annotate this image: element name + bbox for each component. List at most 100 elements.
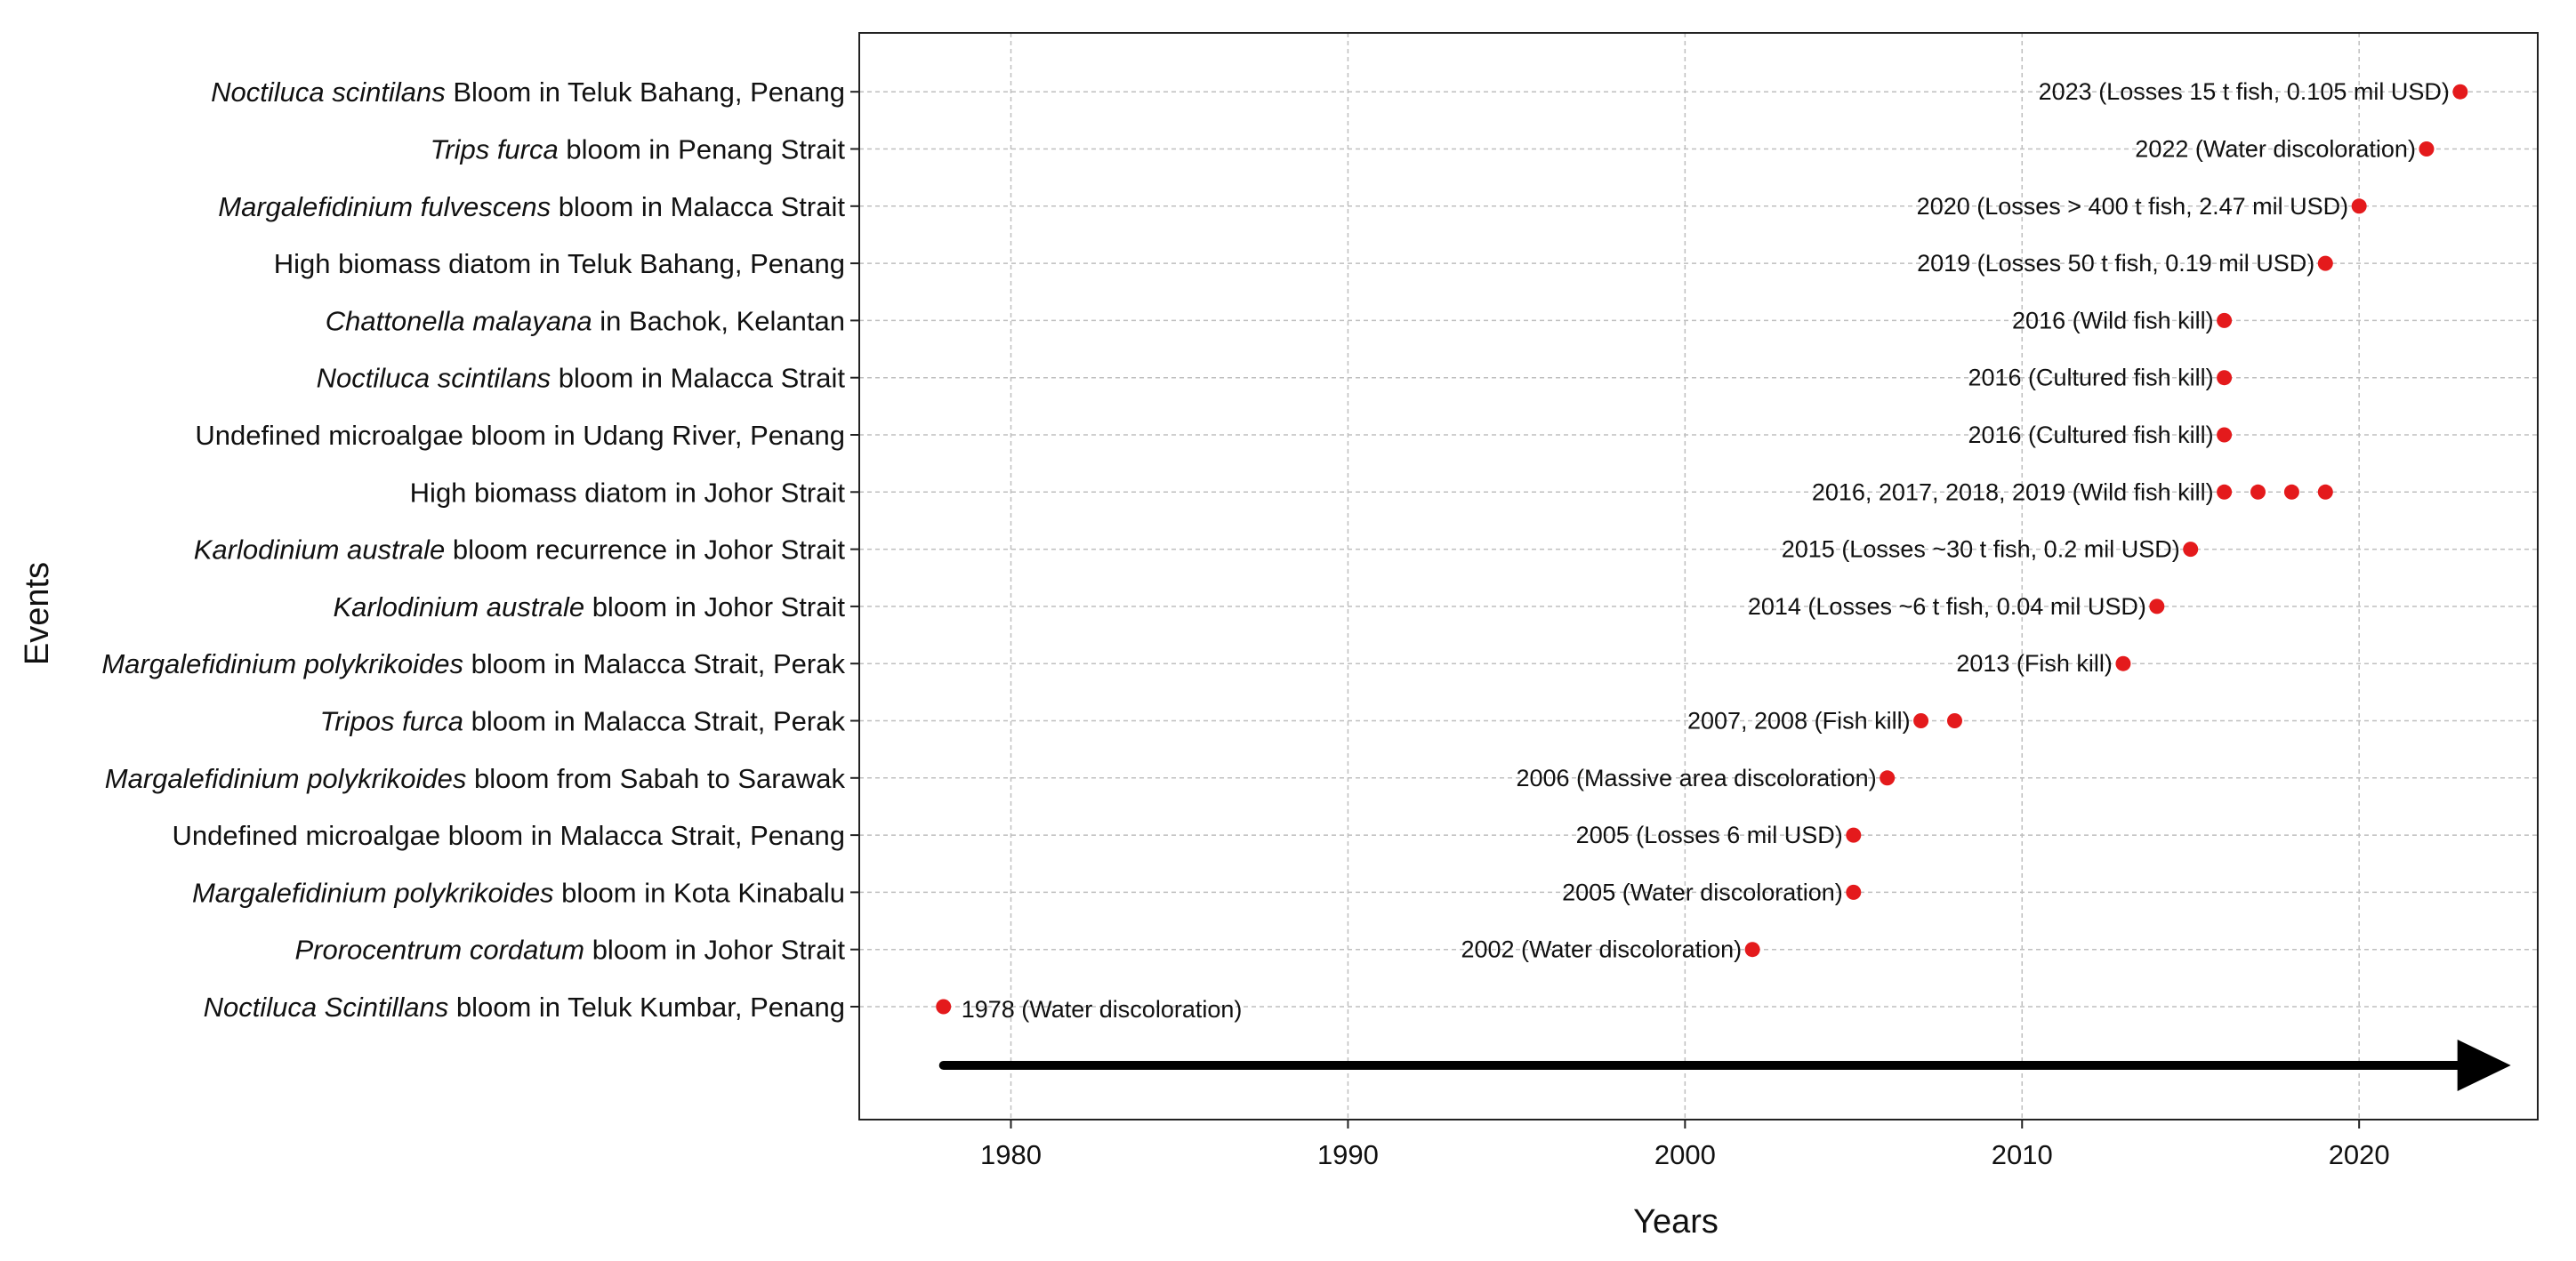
plot-frame — [858, 32, 2539, 1120]
event-point — [2183, 542, 2199, 558]
species-name: Trips furca — [431, 134, 559, 165]
point-label: 2022 (Water discoloration) — [2135, 136, 2416, 163]
event-point — [1946, 713, 1962, 728]
event-point — [2317, 484, 2333, 500]
point-label: 2016, 2017, 2018, 2019 (Wild fish kill) — [1812, 478, 2214, 505]
species-name: Noctiluca scintilans — [317, 363, 551, 394]
event-description: Bloom in Teluk Bahang, Penang — [446, 76, 845, 108]
event-description: bloom in Kota Kinabalu — [554, 877, 845, 908]
event-label: Margalefidinium polykrikoides bloom from… — [105, 763, 846, 794]
point-label: 2016 (Wild fish kill) — [2012, 307, 2214, 333]
event-point — [2115, 655, 2131, 671]
event-description: High biomass diatom in Johor Strait — [410, 477, 846, 508]
event-label: Chattonella malayana in Bachok, Kelantan — [326, 305, 845, 336]
species-name: Tripos furca — [320, 706, 463, 737]
event-description: in Bachok, Kelantan — [592, 305, 845, 336]
point-label: 2016 (Cultured fish kill) — [1968, 365, 2213, 391]
point-label: 2015 (Losses ~30 t fish, 0.2 mil USD) — [1782, 536, 2180, 563]
event-point — [1880, 770, 1896, 786]
event-label: High biomass diatom in Johor Strait — [410, 477, 846, 508]
event-point — [2283, 484, 2299, 500]
point-label: 2005 (Water discoloration) — [1562, 879, 1843, 905]
event-label: Noctiluca scintilans Bloom in Teluk Baha… — [211, 76, 845, 108]
species-name: Margalefidinium polykrikoides — [101, 648, 463, 679]
species-name: Karlodinium australe — [333, 591, 584, 622]
event-description: bloom from Sabah to Sarawak — [466, 763, 845, 794]
event-description: bloom in Malacca Strait — [551, 363, 845, 394]
event-point — [936, 999, 952, 1015]
event-label: Noctiluca scintilans bloom in Malacca St… — [317, 363, 846, 394]
event-label: Trips furca bloom in Penang Strait — [431, 134, 846, 165]
event-label: Margalefidinium fulvescens bloom in Mala… — [218, 191, 845, 222]
event-point — [1744, 942, 1760, 958]
event-description: High biomass diatom in Teluk Bahang, Pen… — [274, 248, 845, 279]
event-point — [2250, 484, 2266, 500]
species-name: Karlodinium australe — [194, 534, 446, 566]
x-tick-label: 2010 — [1992, 1139, 2053, 1170]
point-label: 2013 (Fish kill) — [1956, 650, 2113, 677]
event-description: bloom in Teluk Kumbar, Penang — [448, 992, 845, 1023]
event-label: Margalefidinium polykrikoides bloom in K… — [192, 877, 845, 908]
species-name: Noctiluca scintilans — [211, 76, 446, 108]
point-label: 2006 (Massive area discoloration) — [1516, 765, 1876, 791]
point-label: 2020 (Losses > 400 t fish, 2.47 mil USD) — [1917, 193, 2349, 220]
event-description: bloom in Johor Strait — [584, 591, 845, 622]
point-label: 2007, 2008 (Fish kill) — [1687, 708, 1911, 735]
x-axis-title: Years — [1633, 1203, 1719, 1241]
event-description: bloom in Malacca Strait, Perak — [463, 648, 846, 679]
point-label: 2019 (Losses 50 t fish, 0.19 mil USD) — [1917, 250, 2314, 277]
x-tick-label: 1990 — [1317, 1139, 1379, 1170]
event-point — [2419, 141, 2435, 157]
event-point — [2149, 598, 2165, 614]
point-label: 1978 (Water discoloration) — [962, 996, 1243, 1023]
event-point — [2217, 484, 2233, 500]
species-name: Chattonella malayana — [326, 305, 592, 336]
event-label: Karlodinium australe bloom in Johor Stra… — [333, 591, 845, 622]
point-label: 2002 (Water discoloration) — [1461, 936, 1742, 963]
timeline-arrow-layer — [938, 1040, 2511, 1091]
event-label: Prorocentrum cordatum bloom in Johor Str… — [294, 935, 845, 966]
point-label: 2016 (Cultured fish kill) — [1968, 422, 2213, 448]
event-label: High biomass diatom in Teluk Bahang, Pen… — [274, 248, 845, 279]
event-point — [2217, 427, 2233, 443]
point-label: 2014 (Losses ~6 t fish, 0.04 mil USD) — [1748, 593, 2146, 620]
x-tick-label: 2000 — [1654, 1139, 1716, 1170]
species-name: Margalefidinium polykrikoides — [105, 763, 467, 794]
event-point — [2217, 370, 2233, 386]
species-name: Noctiluca Scintillans — [204, 992, 449, 1023]
event-description: bloom in Malacca Strait, Perak — [463, 706, 846, 737]
species-name: Prorocentrum cordatum — [294, 935, 584, 966]
points-layer: 1978 (Water discoloration) 2002 (Water di… — [936, 78, 2468, 1023]
event-description: bloom in Penang Strait — [559, 134, 846, 165]
grid-layer — [859, 33, 2538, 1120]
event-point — [2317, 255, 2333, 271]
event-labels-layer: Noctiluca Scintillans bloom in Teluk Kum… — [101, 76, 859, 1023]
event-label: Noctiluca Scintillans bloom in Teluk Kum… — [204, 992, 845, 1023]
event-point — [1913, 713, 1929, 728]
event-description: Undefined microalgae bloom in Udang Rive… — [195, 420, 845, 451]
x-tick-label: 1980 — [980, 1139, 1042, 1170]
point-label: 2023 (Losses 15 t fish, 0.105 mil USD) — [2039, 78, 2450, 105]
event-point — [2452, 84, 2468, 100]
event-label: Undefined microalgae bloom in Malacca St… — [173, 820, 845, 851]
species-name: Margalefidinium polykrikoides — [192, 877, 554, 908]
event-label: Tripos furca bloom in Malacca Strait, Pe… — [320, 706, 846, 737]
species-name: Margalefidinium fulvescens — [218, 191, 551, 222]
event-description: bloom in Johor Strait — [584, 935, 845, 966]
y-axis-title: Events — [19, 562, 56, 665]
timeline-arrow-head — [2457, 1040, 2511, 1091]
event-label: Undefined microalgae bloom in Udang Rive… — [195, 420, 845, 451]
event-point — [2217, 312, 2233, 328]
event-label: Karlodinium australe bloom recurrence in… — [194, 534, 846, 566]
event-point — [2351, 198, 2367, 214]
event-description: bloom recurrence in Johor Strait — [445, 534, 845, 566]
event-point — [1846, 884, 1862, 900]
event-description: bloom in Malacca Strait — [551, 191, 845, 222]
event-description: Undefined microalgae bloom in Malacca St… — [173, 820, 845, 851]
point-label: 2005 (Losses 6 mil USD) — [1576, 822, 1843, 848]
x-tick-label: 2020 — [2329, 1139, 2390, 1170]
event-point — [1846, 827, 1862, 843]
event-label: Margalefidinium polykrikoides bloom in M… — [101, 648, 845, 679]
x-ticks-layer: 1980 1990 2000 2010 2020 — [980, 1120, 2390, 1170]
